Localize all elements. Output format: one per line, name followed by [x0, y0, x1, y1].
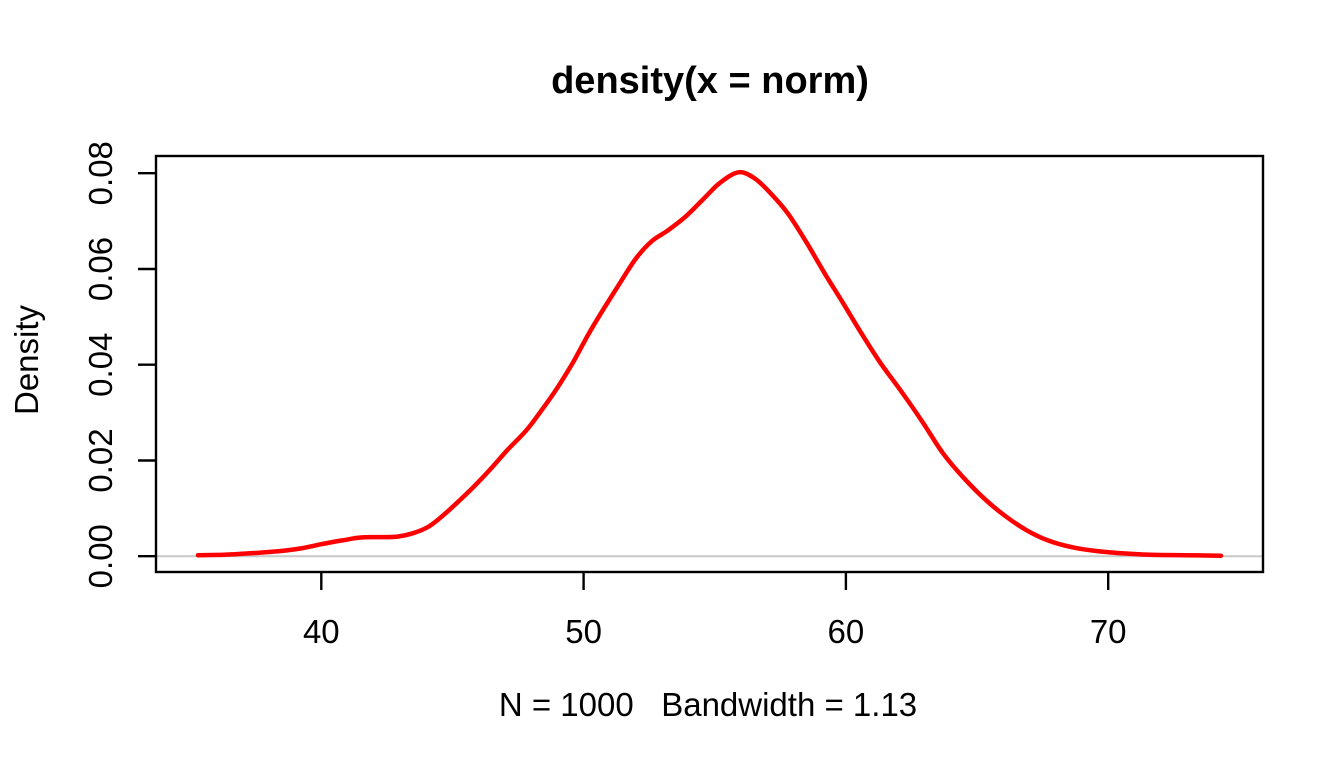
density-curve-group	[195, 169, 1224, 558]
y-axis-tick-label: 0.06	[82, 237, 119, 301]
x-axis-tick-label: 50	[565, 613, 602, 650]
y-axis-tick-label: 0.08	[82, 141, 119, 205]
x-axis-ticks-group: 40 50 60 70	[303, 572, 1127, 650]
x-axis-tick-label: 70	[1090, 613, 1127, 650]
y-axis-title: Density	[8, 304, 45, 415]
plot-box	[154, 154, 1265, 574]
density-curve	[195, 169, 1224, 558]
y-axis-tick-label: 0.02	[82, 428, 119, 492]
x-axis-subtitle: N = 1000 Bandwidth = 1.13	[499, 686, 917, 723]
chart-title: density(x = norm)	[551, 60, 869, 102]
x-axis-tick-label: 60	[828, 613, 865, 650]
y-axis-ticks-group: 0.00 0.02 0.04 0.06 0.08	[82, 141, 156, 588]
x-axis-tick-label: 40	[303, 613, 340, 650]
y-axis-tick-label: 0.00	[82, 524, 119, 588]
y-axis-tick-label: 0.04	[82, 333, 119, 397]
